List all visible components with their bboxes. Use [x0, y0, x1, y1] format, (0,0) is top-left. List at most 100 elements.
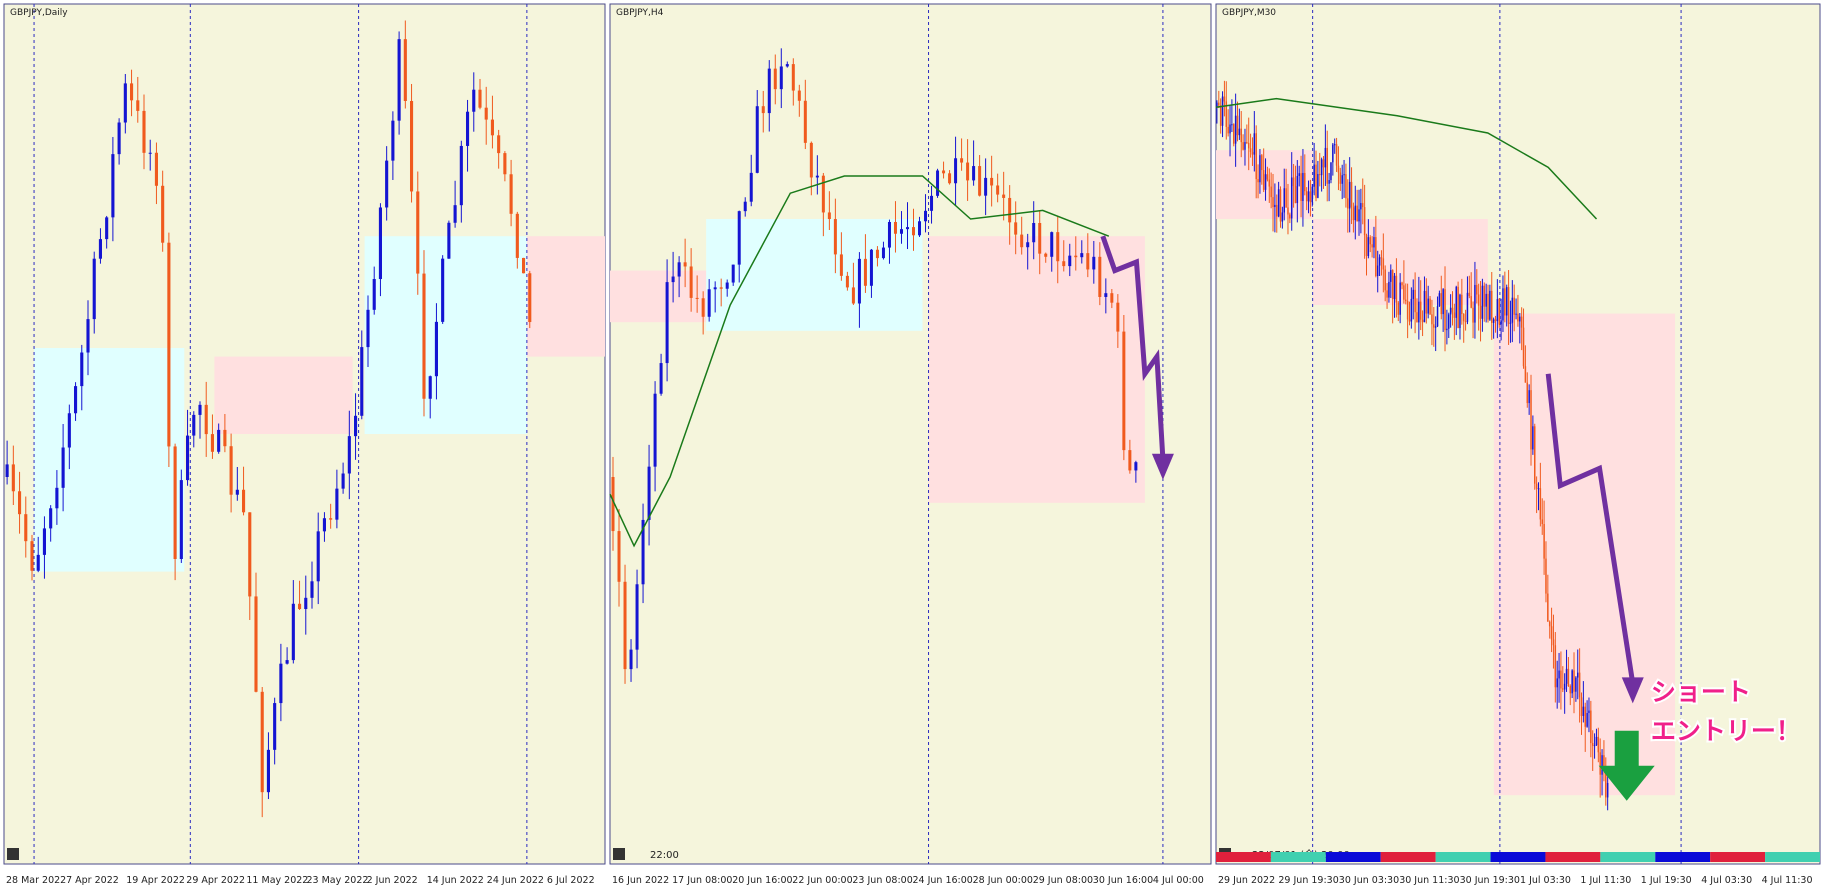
candle-body	[1373, 237, 1375, 248]
x-axis-label: 17 Jun 08:00	[672, 875, 732, 886]
candle-body	[1362, 203, 1364, 208]
candle-body	[960, 158, 964, 163]
candle-body	[353, 415, 358, 437]
candle-body	[1305, 191, 1308, 202]
candle-body	[434, 321, 438, 377]
candle-body	[881, 247, 885, 259]
candle-body	[1534, 426, 1536, 484]
candle-body	[851, 287, 855, 304]
candle-body	[1332, 144, 1334, 163]
candle-body	[341, 473, 345, 489]
candle-body	[329, 518, 333, 520]
candle-body	[422, 273, 426, 399]
candle-body	[1375, 237, 1377, 276]
candle-body	[385, 160, 389, 208]
x-axis-label: 11 May 2022	[246, 875, 308, 886]
session-bar	[1765, 852, 1820, 862]
candle-body	[1369, 237, 1371, 245]
candle-body	[737, 211, 741, 265]
candle-body	[1092, 256, 1096, 270]
candle-body	[1324, 147, 1327, 168]
candle-body	[1492, 319, 1495, 323]
candle-body	[1453, 312, 1456, 318]
candle-body	[297, 603, 302, 610]
candle-body	[689, 266, 693, 298]
candle-body	[397, 39, 401, 121]
candle-body	[1333, 144, 1336, 146]
session-bar	[1600, 852, 1656, 862]
candle-body	[1272, 197, 1274, 208]
candle-body	[990, 177, 994, 186]
trend-arrow	[1100, 235, 1166, 460]
candle-body	[1044, 253, 1048, 257]
candle-body	[1593, 745, 1596, 747]
candle-body	[1434, 326, 1437, 328]
candle-body	[73, 386, 78, 414]
candle-body	[316, 531, 320, 582]
candle-body	[1397, 302, 1400, 315]
candle-body	[1578, 672, 1581, 698]
candle-body	[235, 489, 239, 495]
x-axis-label: 30 Jun 19:30	[1460, 875, 1520, 886]
candle-body	[1562, 688, 1564, 690]
session-bar	[1545, 852, 1601, 862]
session-bar	[1380, 852, 1436, 862]
candle-body	[1391, 270, 1394, 300]
candle-body	[936, 170, 940, 196]
candle-body	[1249, 148, 1252, 152]
candle-body	[1247, 142, 1250, 149]
candle-body	[161, 185, 165, 243]
candle-body	[1575, 677, 1577, 692]
candle-body	[1462, 314, 1465, 322]
candle-body	[1408, 319, 1411, 322]
candle-body	[1080, 253, 1084, 258]
candle-body	[1056, 232, 1060, 262]
candle-body	[5, 464, 9, 477]
x-axis-label: 16 Jun 2022	[612, 875, 669, 886]
session-bar	[1710, 852, 1766, 862]
candle-body	[1376, 265, 1379, 276]
candle-body	[1002, 194, 1006, 198]
candle-body	[17, 491, 22, 515]
candle-body	[322, 518, 326, 532]
candle-body	[1236, 115, 1239, 136]
candle-body	[978, 166, 982, 196]
candle-body	[291, 603, 295, 661]
candle-body	[1371, 244, 1373, 248]
candle-body	[1134, 462, 1138, 471]
candle-body	[1360, 203, 1362, 210]
candle-body	[61, 447, 65, 488]
candle-body	[1591, 743, 1594, 746]
candle-body	[887, 221, 891, 248]
candle-body	[1601, 755, 1603, 775]
candle-body	[1238, 128, 1241, 136]
candle-body	[1491, 290, 1493, 323]
candle-body	[791, 64, 795, 91]
candle-body	[1563, 683, 1566, 690]
candle-body	[347, 436, 351, 474]
candle-body	[154, 152, 158, 186]
candle-body	[1504, 288, 1506, 316]
candle-body	[1233, 124, 1235, 144]
x-axis-label: 29 Jun 08:00	[1033, 875, 1093, 886]
candle-body	[1545, 558, 1547, 594]
candle-body	[1451, 307, 1454, 313]
candle-body	[1433, 324, 1435, 328]
candle-body	[1599, 752, 1601, 775]
candle-body	[899, 229, 903, 234]
candle-body	[1449, 307, 1452, 315]
candle-body	[972, 166, 976, 181]
chart-panel: GBPJPY,M3022/07/01 (金) 20:00ショートエントリー！29…	[1215, 3, 1821, 886]
candle-body	[1307, 191, 1310, 202]
candle-body	[1296, 175, 1299, 204]
candle-body	[378, 207, 382, 280]
candle-body	[1459, 294, 1461, 329]
candle-body	[1522, 327, 1525, 367]
candle-body	[1483, 285, 1486, 307]
candle-body	[1528, 390, 1530, 404]
candle-body	[503, 153, 507, 175]
candle-body	[695, 297, 699, 299]
candle-body	[827, 212, 831, 220]
candle-body	[930, 195, 934, 211]
candle-body	[1513, 297, 1515, 315]
